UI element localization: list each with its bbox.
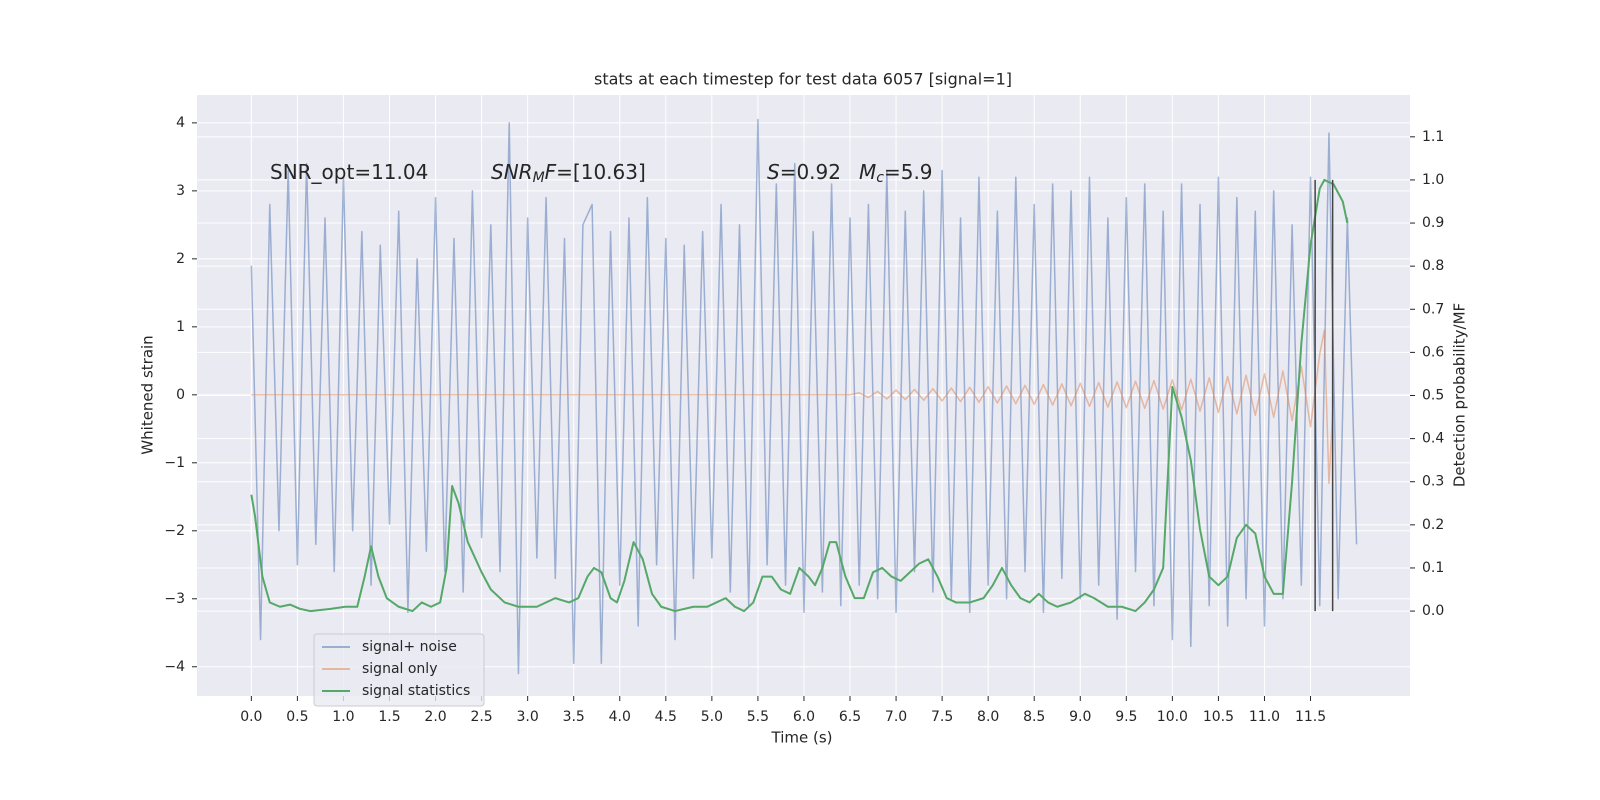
y2-tick-label: 0.7 — [1422, 301, 1444, 317]
x-tick-label: 11.0 — [1249, 709, 1280, 725]
annotation-part: =0.92 — [780, 160, 841, 184]
annotation-part: SNR — [491, 160, 533, 184]
y-tick-label: −3 — [164, 591, 185, 607]
annotation-part: F — [545, 160, 557, 184]
y2-tick-label: 0.5 — [1422, 388, 1444, 404]
x-tick-label: 4.0 — [609, 709, 631, 725]
y2-tick-label: 1.1 — [1422, 129, 1444, 145]
series-line — [250, 178, 1349, 613]
annotation-part: =[10.63] — [556, 160, 646, 184]
x-tick-label: 6.5 — [839, 709, 861, 725]
legend-label: signal statistics — [362, 683, 470, 699]
x-tick-label: 2.5 — [470, 709, 492, 725]
x-tick-label: 1.5 — [378, 709, 400, 725]
x-tick-label: 2.0 — [424, 709, 446, 725]
marks — [250, 118, 1358, 675]
series-line — [250, 118, 1358, 675]
y-tick-label: −1 — [164, 455, 185, 471]
x-tick-label: 5.0 — [701, 709, 723, 725]
y2-axis-label: Detection probability/MF — [1451, 303, 1469, 487]
x-tick-label: 8.5 — [1023, 709, 1045, 725]
series-line — [251, 329, 1335, 484]
x-tick-label: 8.0 — [977, 709, 999, 725]
annotation-part: c — [876, 170, 884, 186]
y2-tick-label: 0.9 — [1422, 215, 1444, 231]
x-tick-label: 4.5 — [655, 709, 677, 725]
annotation: SNR_opt=11.04 — [270, 160, 428, 184]
legend-label: signal only — [362, 661, 437, 677]
annotation: Mc=5.9 — [859, 160, 933, 187]
y2-tick-label: 0.6 — [1422, 344, 1444, 360]
annotation-part: M — [533, 170, 545, 186]
y-tick-label: 1 — [176, 319, 185, 335]
x-tick-label: 7.5 — [931, 709, 953, 725]
x-tick-label: 9.0 — [1069, 709, 1091, 725]
x-axis-label: Time (s) — [771, 729, 833, 747]
annotation-part: SNR_opt=11.04 — [270, 160, 428, 184]
y2-tick-label: 0.4 — [1422, 431, 1444, 447]
x-tick-label: 10.0 — [1157, 709, 1188, 725]
annotation-part: S — [767, 160, 780, 184]
x-tick-label: 11.5 — [1295, 709, 1326, 725]
chart-title: stats at each timestep for test data 605… — [594, 70, 1012, 89]
annotations: SNR_opt=11.04 SNRMF=[10.63] S=0.92 Mc=5.9 — [270, 160, 933, 187]
y2-tick-label: 0.3 — [1422, 474, 1444, 490]
y2-tick-label: 0.8 — [1422, 258, 1444, 274]
legend-box — [313, 633, 485, 707]
axes: 0.0 0.5 1.0 1.5 2.0 2.5 3.0 3.5 4.0 4.5 5.0 5.5 6.0 6… — [164, 115, 1444, 725]
y2-tick-label: 1.0 — [1422, 172, 1444, 188]
legend: signal+ noise signal only signal statistic… — [313, 633, 485, 707]
x-tick-label: 1.0 — [332, 709, 354, 725]
x-tick-label: 6.0 — [793, 709, 815, 725]
x-tick-label: 3.5 — [563, 709, 585, 725]
x-tick-label: 9.5 — [1115, 709, 1137, 725]
x-tick-label: 7.0 — [885, 709, 907, 725]
x-tick-label: 10.5 — [1203, 709, 1234, 725]
x-tick-label: 0.0 — [240, 709, 262, 725]
x-tick-label: 5.5 — [747, 709, 769, 725]
legend-label: signal+ noise — [362, 639, 457, 655]
annotation: S=0.92 — [767, 160, 841, 184]
y-tick-label: −4 — [164, 659, 185, 675]
y-tick-label: 2 — [176, 251, 185, 267]
y2-tick-label: 0.1 — [1422, 560, 1444, 576]
annotation: SNRMF=[10.63] — [491, 160, 646, 187]
x-tick-label: 3.0 — [517, 709, 539, 725]
y2-tick-label: 0.0 — [1422, 603, 1444, 619]
y2-tick-label: 0.2 — [1422, 517, 1444, 533]
y-tick-label: −2 — [164, 523, 185, 539]
y-axis-label: Whitened strain — [139, 335, 157, 454]
annotation-part: =5.9 — [884, 160, 933, 184]
y-tick-label: 0 — [176, 387, 185, 403]
annotation-part: M — [859, 160, 876, 184]
x-tick-label: 0.5 — [286, 709, 308, 725]
y-tick-label: 4 — [176, 115, 185, 131]
y-tick-label: 3 — [176, 183, 185, 199]
